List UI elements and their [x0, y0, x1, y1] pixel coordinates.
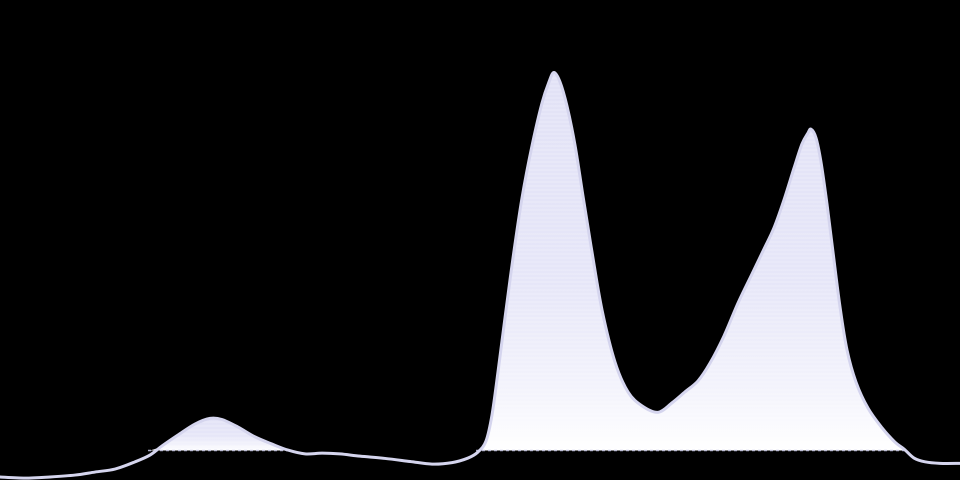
area-fill-dither-1 — [148, 418, 290, 451]
curve-line — [0, 71, 960, 480]
area-fill-dither-2 — [476, 72, 905, 451]
